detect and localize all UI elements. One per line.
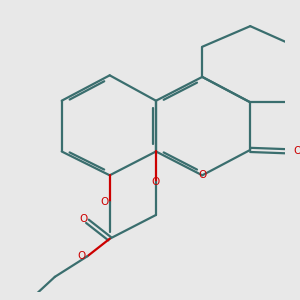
Text: O: O — [100, 197, 109, 207]
Text: O: O — [80, 214, 88, 224]
Text: O: O — [152, 177, 160, 187]
Text: O: O — [293, 146, 300, 157]
Text: O: O — [198, 170, 206, 180]
Text: O: O — [77, 251, 86, 261]
